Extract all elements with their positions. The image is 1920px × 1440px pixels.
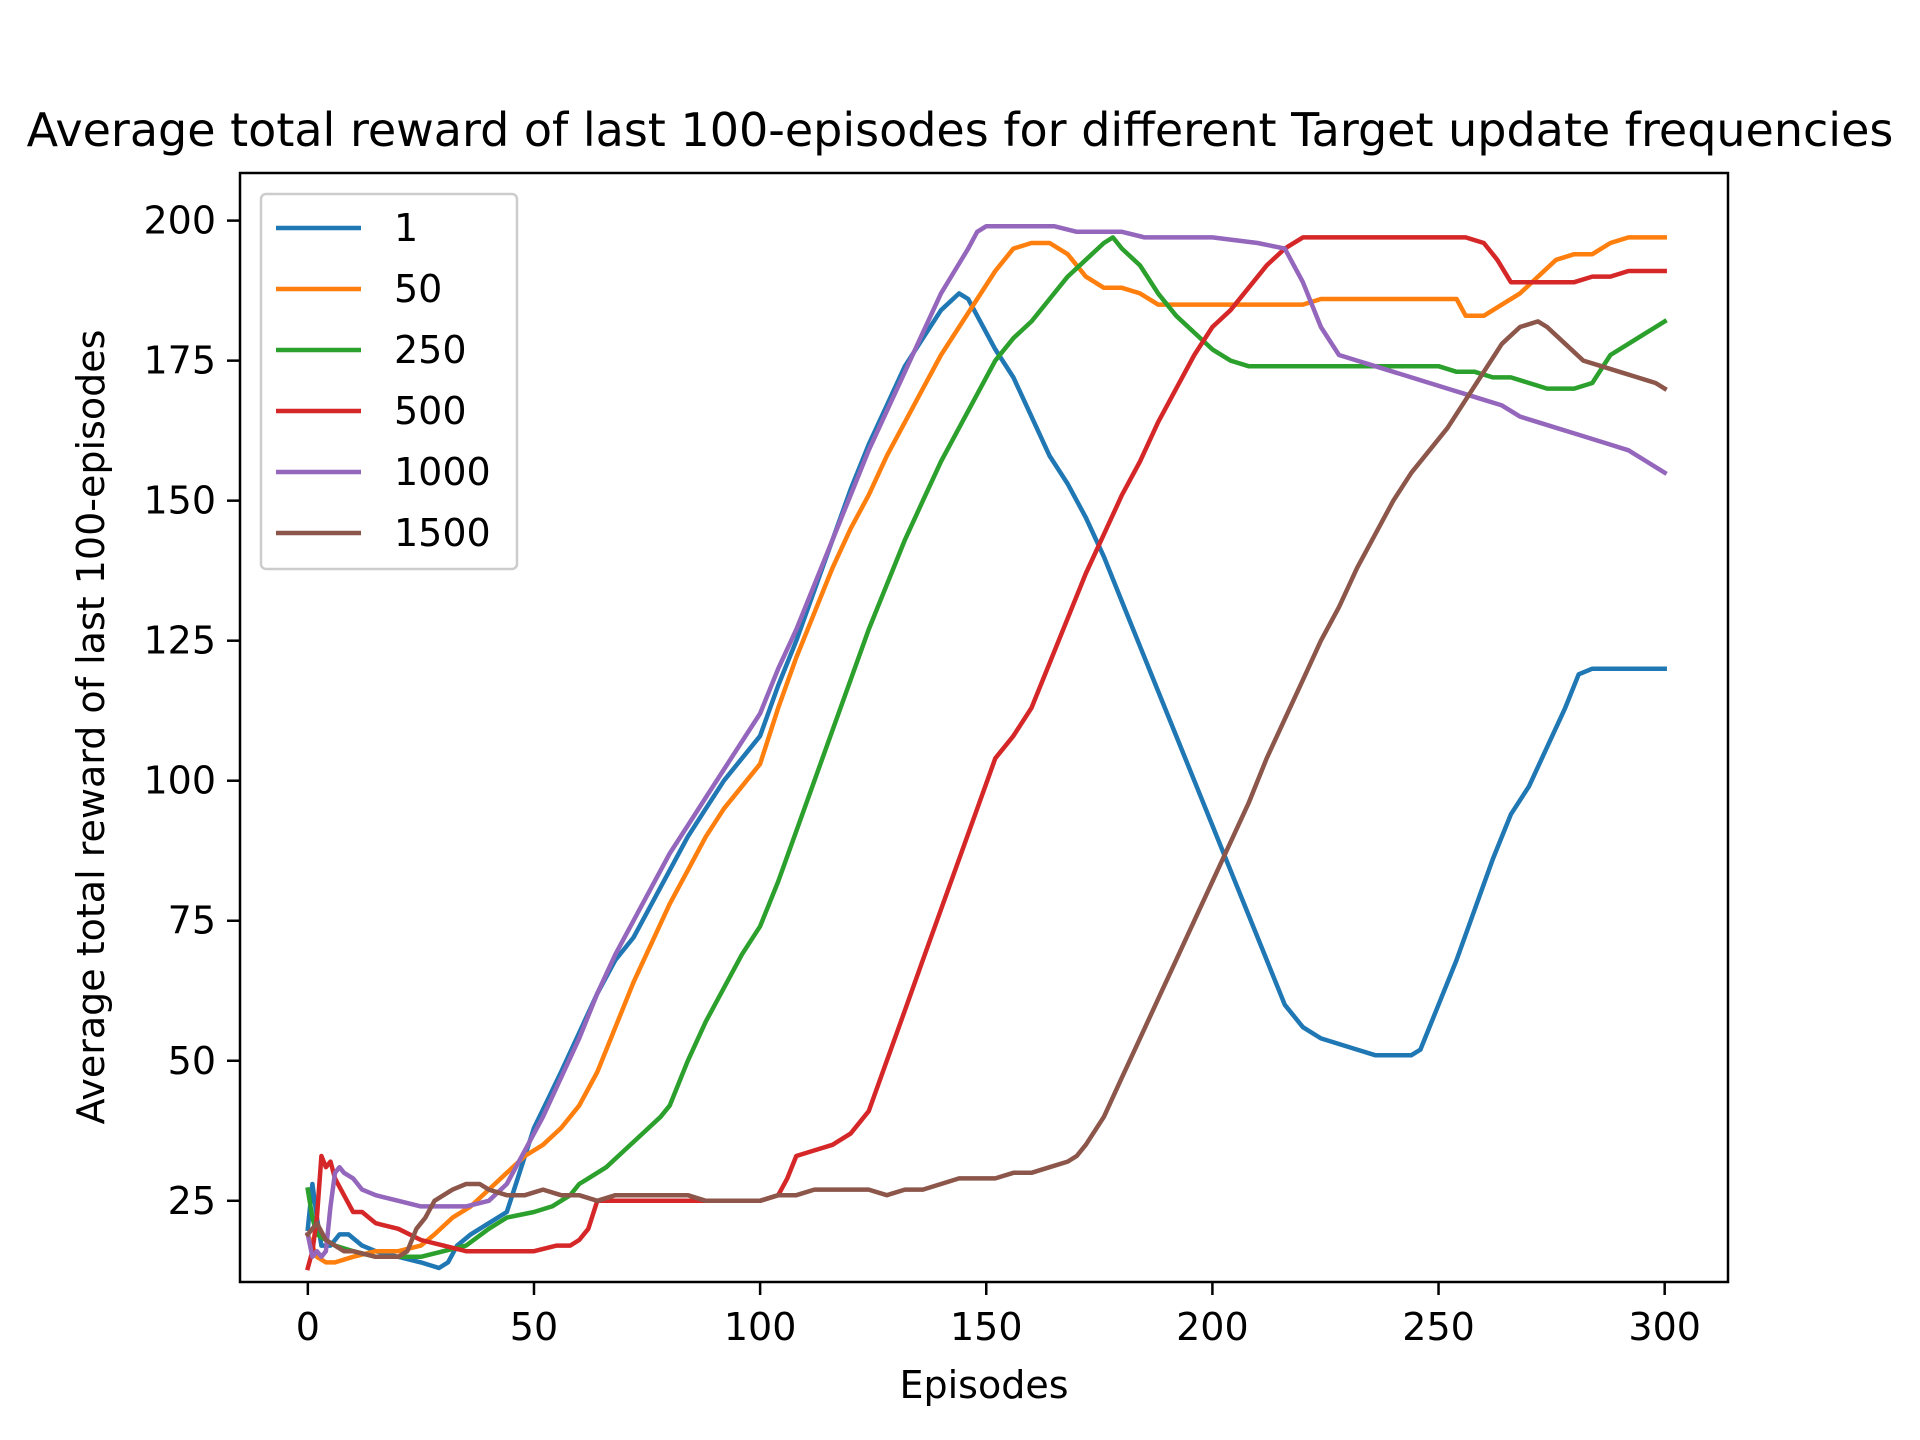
legend-label: 500: [394, 389, 467, 433]
y-tick-label: 50: [168, 1039, 216, 1083]
series-line-1: [305, 291, 1667, 1271]
series-layer: [304, 223, 1668, 1271]
plot-frame: [238, 171, 1730, 1284]
series-line-50: [304, 235, 1667, 1265]
series-line-250: [305, 235, 1668, 1260]
x-tick-label: 200: [1176, 1305, 1249, 1349]
legend-label: 1000: [394, 450, 491, 494]
chart-title: Average total reward of last 100-episode…: [27, 103, 1894, 157]
y-axis-ticks: 25 50 75 100 125 150 175 200: [143, 199, 240, 1223]
x-axis-label: Episodes: [899, 1363, 1068, 1407]
legend-label: 250: [394, 328, 467, 372]
legend-label: 1500: [394, 511, 491, 555]
y-tick-label: 75: [168, 899, 216, 943]
series-line-1500: [304, 319, 1668, 1260]
legend: 1 50 250 500 1000 1500: [259, 192, 519, 571]
y-tick-label: 200: [143, 199, 216, 243]
series-line-1000: [305, 223, 1668, 1260]
legend-label: 1: [394, 206, 418, 250]
x-tick-label: 150: [950, 1305, 1023, 1349]
legend-label: 50: [394, 267, 442, 311]
x-tick-label: 300: [1628, 1305, 1701, 1349]
y-tick-label: 125: [143, 619, 216, 663]
y-axis-label: Average total reward of last 100-episode…: [69, 330, 113, 1125]
y-tick-label: 25: [168, 1179, 216, 1223]
y-tick-label: 175: [143, 339, 216, 383]
x-tick-label: 250: [1402, 1305, 1475, 1349]
x-tick-label: 50: [510, 1305, 558, 1349]
y-tick-label: 100: [143, 759, 216, 803]
y-tick-label: 150: [143, 479, 216, 523]
x-tick-label: 0: [296, 1305, 320, 1349]
x-tick-label: 100: [724, 1305, 797, 1349]
x-axis-ticks: 0 50 100 150 200 250 300: [296, 1282, 1701, 1349]
legend-entries: 1 50 250 500 1000 1500: [276, 206, 491, 555]
series-line-500: [305, 235, 1667, 1271]
